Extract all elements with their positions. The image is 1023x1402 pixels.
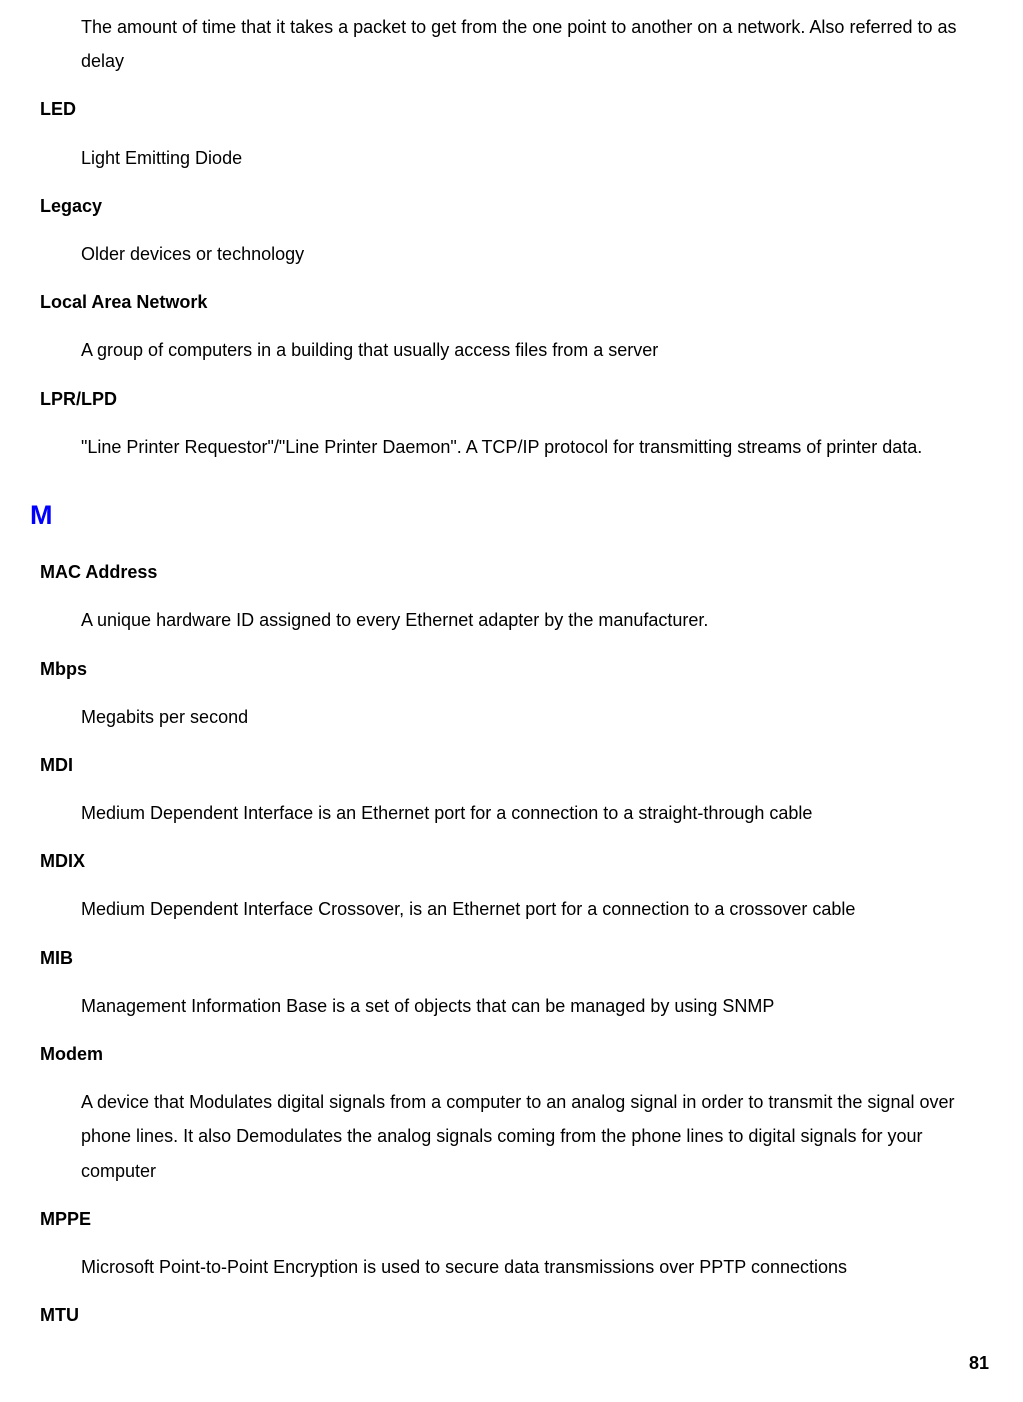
glossary-definition: Microsoft Point-to-Point Encryption is u… xyxy=(81,1250,988,1284)
glossary-term: MDI xyxy=(40,748,993,782)
glossary-definition: Megabits per second xyxy=(81,700,988,734)
glossary-definition: Medium Dependent Interface is an Etherne… xyxy=(81,796,988,830)
glossary-definition: Older devices or technology xyxy=(81,237,988,271)
page-number: 81 xyxy=(969,1346,989,1380)
glossary-definition: The amount of time that it takes a packe… xyxy=(81,10,988,78)
glossary-definition: Medium Dependent Interface Crossover, is… xyxy=(81,892,988,926)
glossary-term: MDIX xyxy=(40,844,993,878)
glossary-term: MTU xyxy=(40,1298,993,1332)
glossary-term: MAC Address xyxy=(40,555,993,589)
glossary-term: MPPE xyxy=(40,1202,993,1236)
glossary-term: Mbps xyxy=(40,652,993,686)
glossary-term: Legacy xyxy=(40,189,993,223)
glossary-definition: Light Emitting Diode xyxy=(81,141,988,175)
glossary-definition: A unique hardware ID assigned to every E… xyxy=(81,603,988,637)
glossary-definition: Management Information Base is a set of … xyxy=(81,989,988,1023)
glossary-definition: "Line Printer Requestor"/"Line Printer D… xyxy=(81,430,988,464)
glossary-term: Local Area Network xyxy=(40,285,993,319)
glossary-term: Modem xyxy=(40,1037,993,1071)
glossary-term: LPR/LPD xyxy=(40,382,993,416)
glossary-definition: A device that Modulates digital signals … xyxy=(81,1085,988,1188)
glossary-definition: A group of computers in a building that … xyxy=(81,333,988,367)
glossary-term: LED xyxy=(40,92,993,126)
glossary-term: MIB xyxy=(40,941,993,975)
section-letter-m: M xyxy=(30,490,993,541)
